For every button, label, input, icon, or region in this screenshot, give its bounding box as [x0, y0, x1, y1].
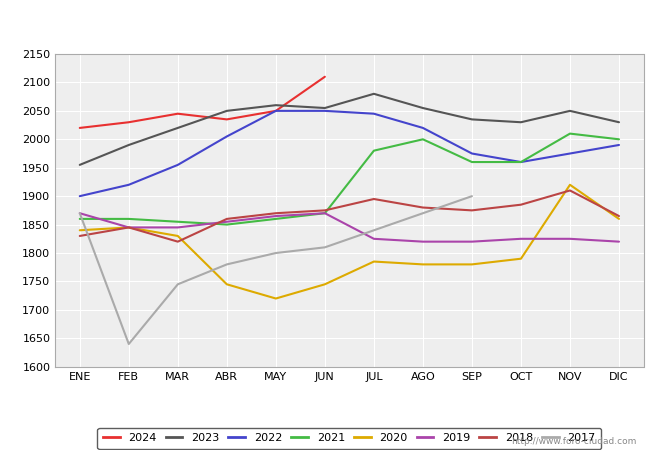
Text: http://www.foro-ciudad.com: http://www.foro-ciudad.com — [512, 436, 637, 446]
Text: Afiliados en Yeles a 30/9/2024: Afiliados en Yeles a 30/9/2024 — [190, 14, 460, 33]
Legend: 2024, 2023, 2022, 2021, 2020, 2019, 2018, 2017: 2024, 2023, 2022, 2021, 2020, 2019, 2018… — [98, 428, 601, 449]
